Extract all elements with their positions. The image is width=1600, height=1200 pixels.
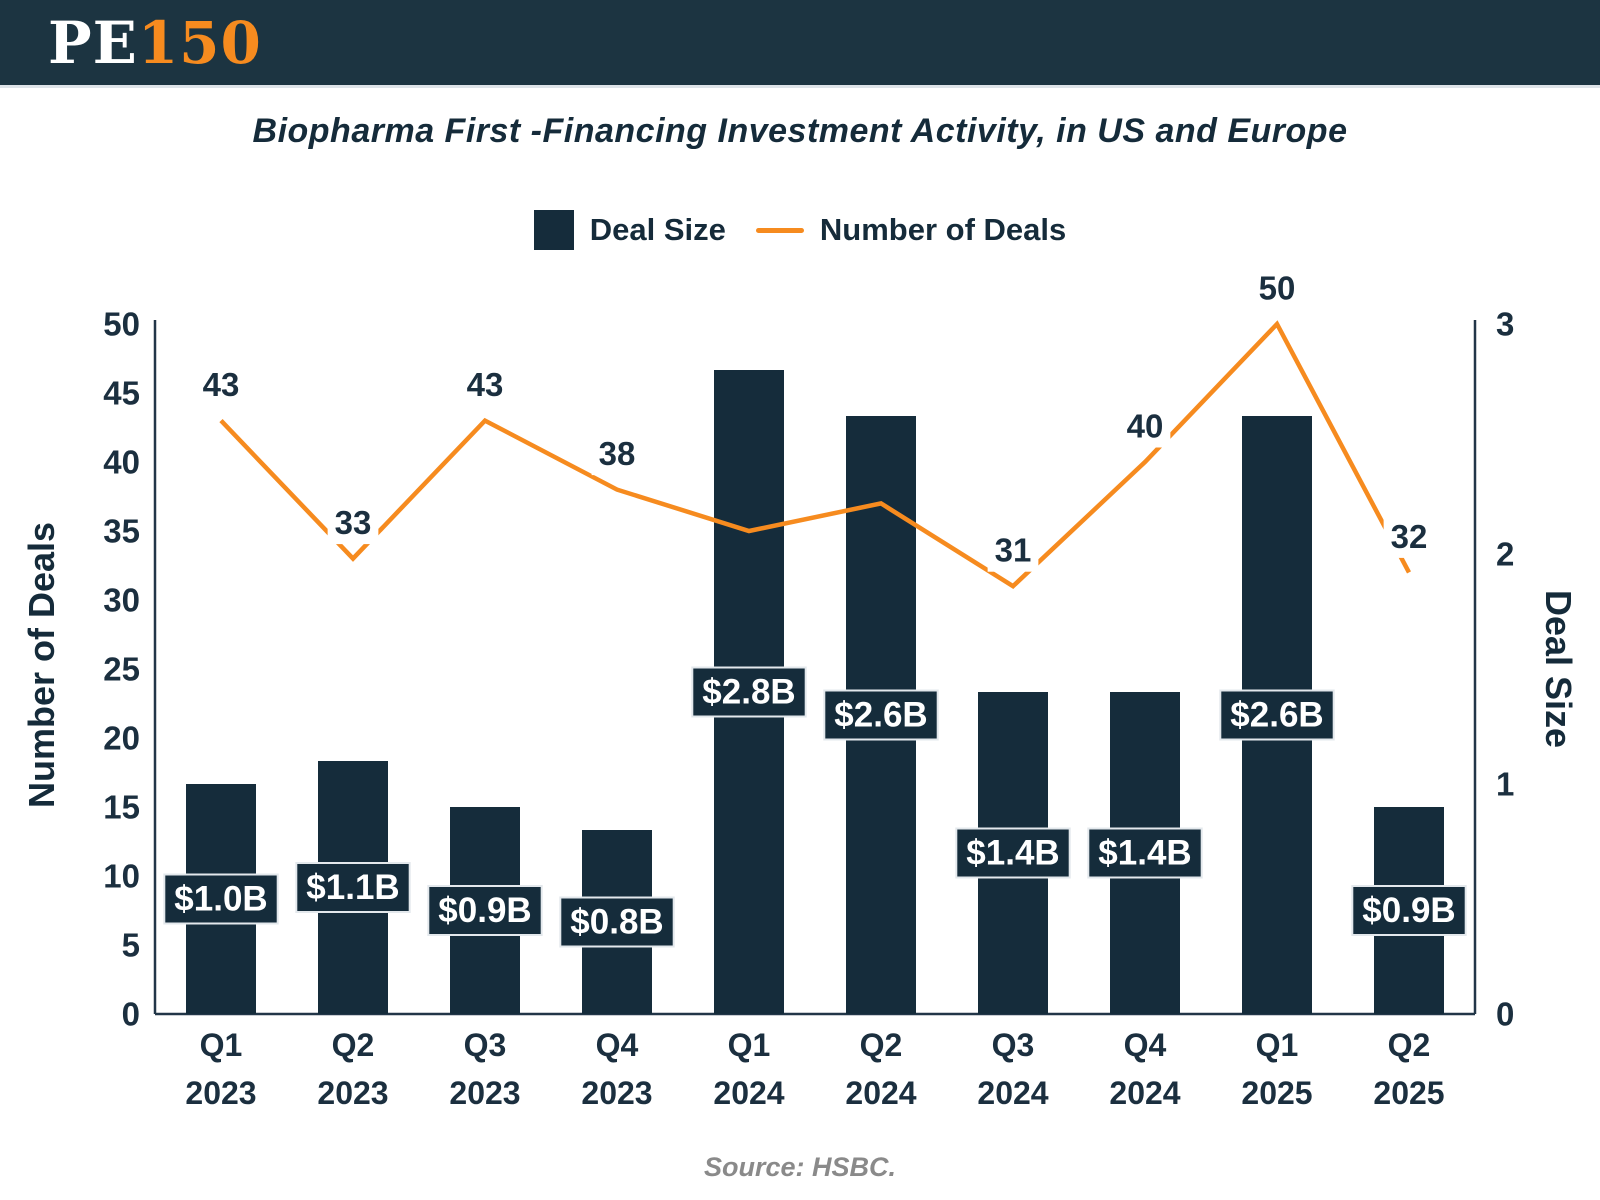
line-label-bg — [195, 363, 247, 407]
bar-label-box — [1351, 885, 1467, 936]
left-axis-tick: 30 — [103, 582, 140, 619]
line-label-bg — [987, 528, 1039, 572]
bar-value-label: $0.9B — [1362, 891, 1455, 930]
x-axis-category: Q4 2024 — [1109, 1027, 1180, 1111]
line-label-bg — [1383, 514, 1435, 558]
line-label-bg — [459, 363, 511, 407]
legend: Deal Size Number of Deals — [0, 210, 1600, 250]
bar-value-label: $0.8B — [570, 903, 663, 942]
bar-value-label: $0.9B — [438, 891, 531, 930]
source-note: Source: HSBC. — [703, 1152, 897, 1182]
line-point-label: 50 — [1259, 270, 1296, 307]
line-label-bg — [1251, 266, 1303, 310]
left-axis-tick: 15 — [103, 789, 140, 826]
header-banner: PE150 — [0, 0, 1600, 88]
right-axis-tick: 1 — [1496, 766, 1514, 803]
bar-label-box — [691, 666, 807, 718]
x-axis-category: Q3 2023 — [449, 1027, 520, 1111]
x-axis-category: Q1 2023 — [185, 1027, 256, 1111]
left-axis-tick: 45 — [103, 375, 140, 412]
right-axis-tick: 0 — [1496, 996, 1514, 1033]
line-label-bg — [1119, 404, 1171, 448]
bar-label-box — [955, 827, 1071, 879]
bar-value-label: $2.6B — [1230, 696, 1323, 735]
bar-label-box — [1219, 689, 1335, 741]
bar-value-label: $1.4B — [1098, 834, 1191, 873]
chart-title: Biopharma First -Financing Investment Ac… — [252, 112, 1348, 150]
x-axis-category: Q2 2024 — [845, 1027, 916, 1111]
line-point-label: 38 — [599, 435, 636, 472]
line-point-label: 43 — [203, 366, 240, 403]
bar-label-box — [823, 689, 939, 741]
legend-bar-label: Deal Size — [589, 212, 726, 247]
left-axis-tick: 0 — [122, 996, 140, 1033]
legend-bar-swatch — [533, 210, 574, 250]
x-axis-category: Q3 2024 — [977, 1027, 1048, 1111]
bar-label-box — [1087, 827, 1203, 879]
legend-line-label: Number of Deals — [819, 212, 1067, 247]
bar-value-label: $1.1B — [306, 868, 399, 907]
left-axis-tick: 25 — [103, 651, 140, 688]
line-point-label: 43 — [467, 366, 504, 403]
bar-label-box — [559, 896, 675, 948]
left-axis-tick: 20 — [103, 720, 140, 757]
right-axis-tick: 2 — [1496, 536, 1514, 573]
line-label-bg — [591, 432, 643, 476]
line-point-label: 31 — [995, 532, 1032, 569]
right-axis-tick: 3 — [1496, 306, 1514, 343]
bar-label-box — [163, 873, 279, 925]
x-axis-category: Q1 2024 — [713, 1027, 784, 1111]
bar-value-label: $2.6B — [834, 696, 927, 735]
bar-label-box — [295, 862, 411, 913]
deals-line — [219, 320, 1411, 590]
line-label-bg — [327, 501, 379, 545]
line-point-label: 32 — [1391, 518, 1428, 555]
line-point-label: 40 — [1127, 408, 1164, 445]
logo-150-text: 150 — [137, 8, 262, 77]
left-axis-tick: 40 — [103, 444, 140, 481]
logo-pe-text: PE — [48, 8, 138, 77]
bar-value-label: $1.0B — [174, 880, 267, 919]
left-axis-tick: 35 — [103, 513, 140, 550]
left-axis-tick: 50 — [103, 306, 140, 343]
left-axis-tick: 5 — [122, 927, 140, 964]
left-axis-tick: 10 — [103, 858, 140, 895]
x-axis-category: Q1 2025 — [1241, 1027, 1312, 1111]
x-axis-category: Q2 2023 — [317, 1027, 388, 1111]
bar-value-label: $1.4B — [966, 834, 1059, 873]
bar-label-box — [427, 885, 543, 936]
pe150-logo: PE150 — [48, 14, 262, 72]
legend-line-swatch — [755, 227, 804, 233]
bar-value-label: $2.8B — [702, 673, 795, 712]
line-point-label: 33 — [335, 504, 372, 541]
x-axis-category: Q4 2023 — [581, 1027, 652, 1111]
x-axis-category: Q2 2025 — [1373, 1027, 1444, 1111]
